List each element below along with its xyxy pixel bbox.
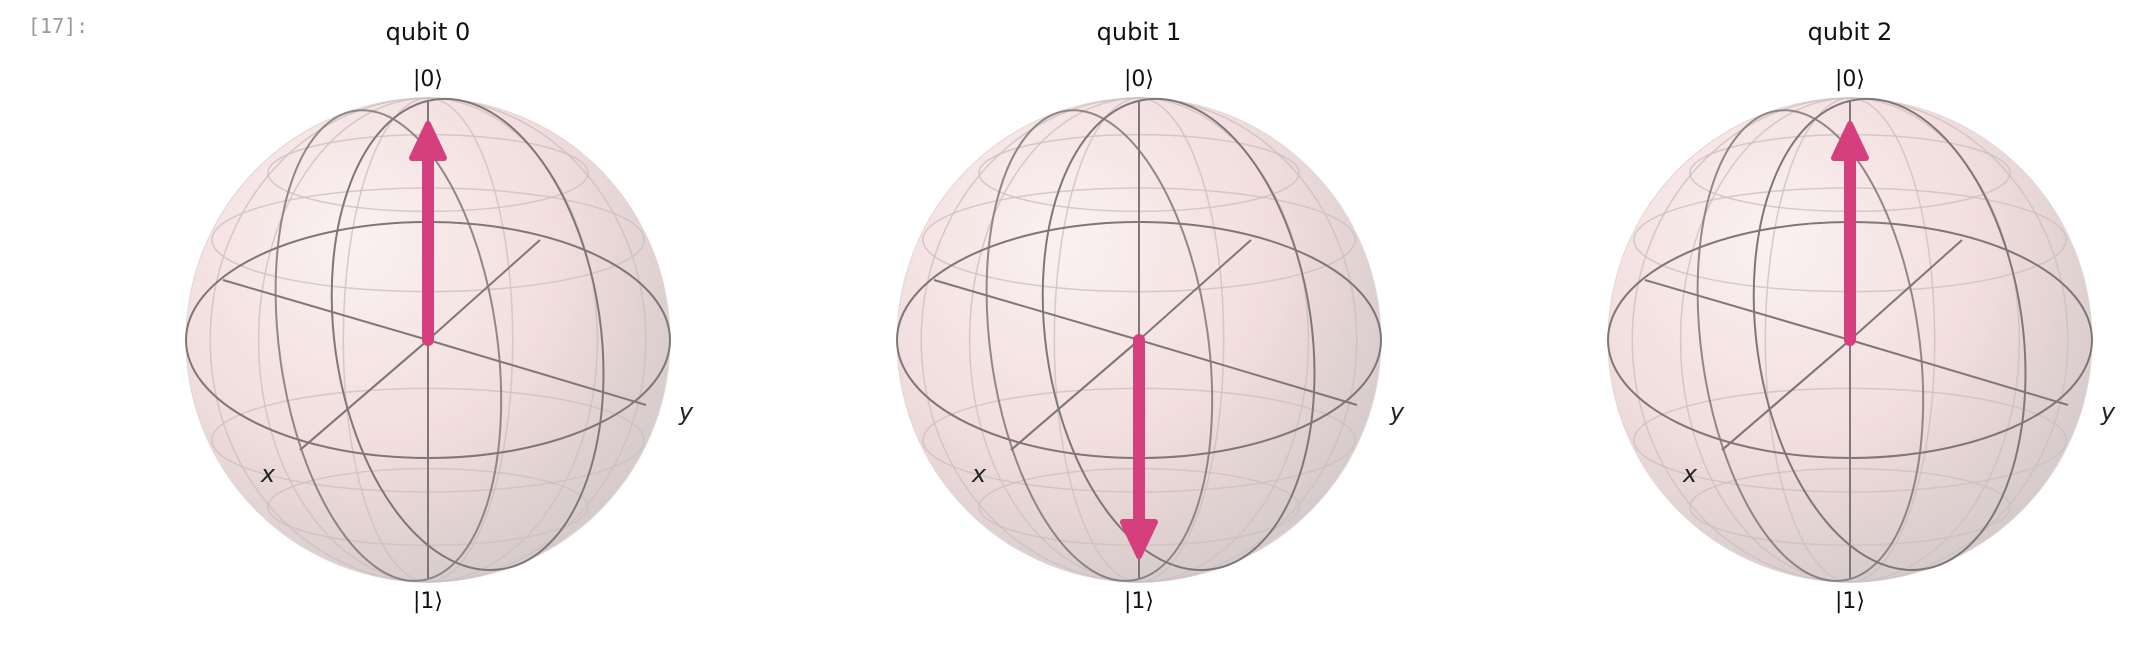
y-axis-helper: [299, 339, 429, 451]
bloch-sphere-2: qubit 2 |0⟩ |1⟩ x y: [1607, 18, 2116, 614]
top-state-label: |0⟩: [1124, 67, 1154, 92]
y-axis: [1138, 339, 1358, 406]
sphere-title: qubit 0: [386, 18, 471, 46]
y-axis-label: y: [678, 398, 694, 426]
bloch-sphere-0: qubit 0 |0⟩ |1⟩ x y: [185, 18, 694, 614]
y-axis-label: y: [2100, 398, 2116, 426]
y-axis: [427, 339, 647, 406]
meridian-ring: [920, 97, 1358, 583]
y-axis-back: [1138, 239, 1252, 341]
x-axis-label: x: [971, 460, 987, 488]
meridian-secondary: [274, 109, 503, 582]
meridian-main: [1041, 97, 1316, 572]
top-state-label: |0⟩: [1835, 67, 1865, 92]
sphere-title: qubit 2: [1808, 18, 1893, 46]
y-axis-helper: [1721, 339, 1851, 451]
x-axis-back: [1644, 279, 1851, 341]
y-axis: [1849, 339, 2069, 406]
state-vector-head: [1120, 519, 1158, 559]
x-axis-back: [222, 279, 429, 341]
top-state-label: |0⟩: [413, 67, 443, 92]
meridian-main: [1752, 97, 2027, 572]
x-axis-label: x: [260, 460, 276, 488]
y-axis-helper: [1010, 339, 1140, 451]
sphere-title: qubit 1: [1097, 18, 1182, 46]
x-axis-back: [933, 279, 1140, 341]
bloch-sphere-1: qubit 1 |0⟩ |1⟩ x y: [896, 18, 1405, 614]
meridian-ring: [1631, 97, 2069, 583]
meridian-ring: [209, 97, 647, 583]
meridian-secondary: [985, 109, 1214, 582]
x-axis-label: x: [1682, 460, 1698, 488]
cell-prompt: [17]:: [28, 14, 89, 38]
y-axis-label: y: [1389, 398, 1405, 426]
state-vector-head: [409, 121, 447, 161]
state-vector-head: [1831, 121, 1869, 161]
meridian-main: [330, 97, 605, 572]
y-axis-back: [1849, 239, 1963, 341]
bottom-state-label: |1⟩: [413, 589, 443, 614]
y-axis-back: [427, 239, 541, 341]
bottom-state-label: |1⟩: [1835, 589, 1865, 614]
bottom-state-label: |1⟩: [1124, 589, 1154, 614]
meridian-secondary: [1696, 109, 1925, 582]
